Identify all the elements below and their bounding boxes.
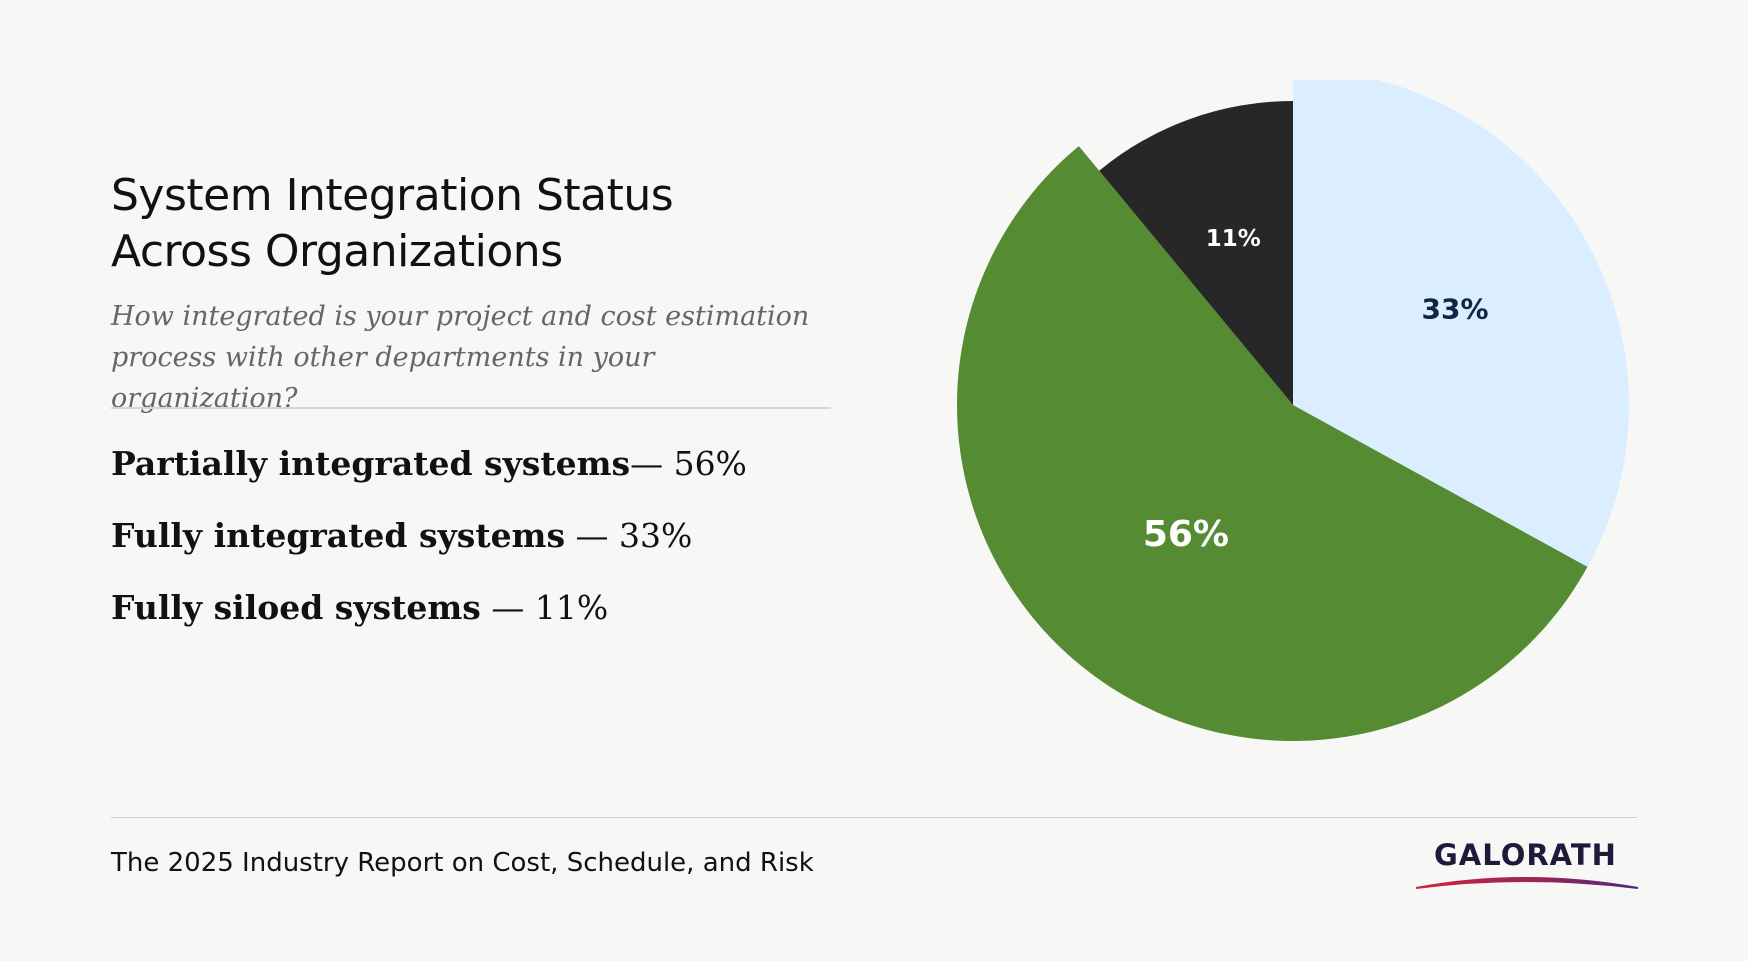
legend-value: — 56% — [630, 444, 747, 483]
legend-label: Partially integrated systems — [111, 444, 631, 483]
subtitle-line-2: process with other departments in your o… — [111, 342, 655, 414]
legend-label: Fully integrated systems — [111, 516, 566, 555]
legend-item-siloed: Fully siloed systems — 11% — [111, 588, 851, 628]
header-divider — [111, 407, 831, 409]
pie-label-33: 33% — [1421, 293, 1488, 326]
legend-value: — 11% — [480, 588, 609, 627]
pie-label-56: 56% — [1143, 514, 1229, 555]
pie-label-11: 11% — [1206, 226, 1261, 252]
logo-swoosh-icon — [1415, 877, 1639, 889]
legend-item-fully: Fully integrated systems — 33% — [111, 516, 851, 556]
subtitle-line-1: How integrated is your project and cost … — [111, 301, 810, 332]
title-line-1: System Integration Status — [111, 170, 674, 221]
galorath-logo: GALORATH — [1414, 838, 1640, 894]
legend-label: Fully siloed systems — [111, 588, 481, 627]
logo-text: GALORATH — [1434, 838, 1617, 872]
footer-divider — [111, 817, 1637, 818]
pie-slice-fully-siloed-systems — [1099, 101, 1293, 405]
pie-chart: 33% 56% 11% — [956, 80, 1629, 742]
title-line-2: Across Organizations — [111, 226, 563, 277]
chart-title: System Integration Status Across Organiz… — [111, 168, 831, 280]
chart-subtitle: How integrated is your project and cost … — [111, 296, 831, 419]
legend: Partially integrated systems— 56% Fully … — [111, 444, 851, 660]
pie-slice-fully-integrated-systems — [1293, 80, 1629, 567]
report-title: The 2025 Industry Report on Cost, Schedu… — [111, 848, 814, 878]
pie-slice-partially-integrated-systems — [956, 146, 1588, 742]
legend-item-partially: Partially integrated systems— 56% — [111, 444, 851, 484]
legend-value: — 33% — [565, 516, 693, 555]
